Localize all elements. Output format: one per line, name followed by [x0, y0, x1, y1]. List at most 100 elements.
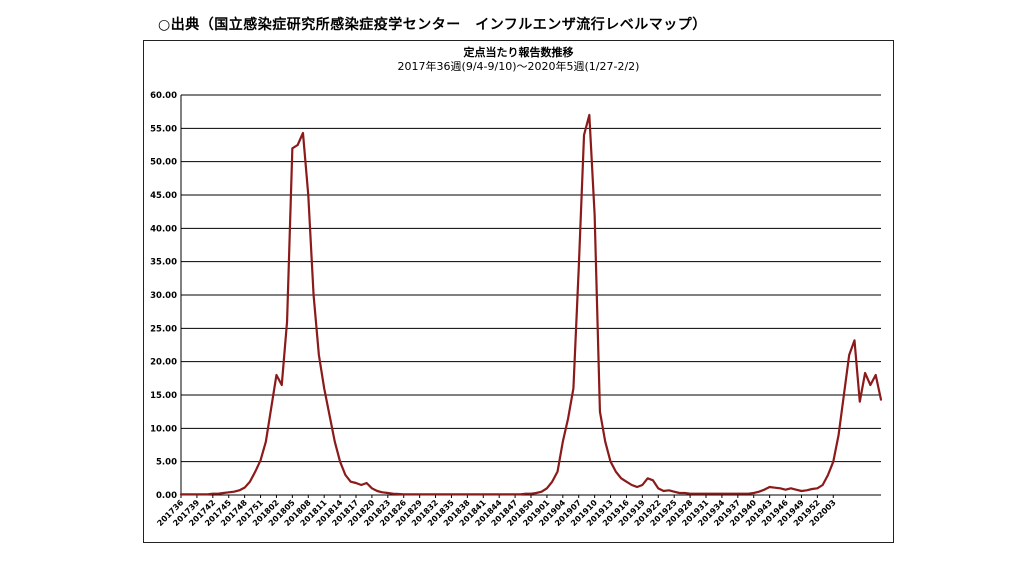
data-point — [853, 339, 855, 341]
data-point — [201, 493, 203, 495]
data-point — [620, 477, 622, 479]
data-point — [286, 321, 288, 323]
data-point — [424, 493, 426, 495]
data-point — [233, 491, 235, 493]
data-point — [657, 487, 659, 489]
data-point — [445, 493, 447, 495]
data-point — [880, 399, 882, 401]
y-tick-label: 15.00 — [150, 391, 177, 401]
data-point — [700, 493, 702, 495]
data-point — [498, 493, 500, 495]
data-point — [228, 491, 230, 493]
data-point — [318, 354, 320, 356]
y-tick-label: 20.00 — [150, 358, 177, 368]
data-point — [366, 482, 368, 484]
source-caption: ○出典（国立感染症研究所感染症疫学センター インフルエンザ流行レベルマップ） — [158, 17, 707, 33]
data-point — [732, 493, 734, 495]
data-point — [694, 493, 696, 495]
y-tick-label: 35.00 — [150, 258, 177, 268]
data-point — [376, 490, 378, 492]
data-point — [541, 491, 543, 493]
y-tick-label: 25.00 — [150, 324, 177, 334]
series-line — [179, 113, 883, 496]
y-tick-label: 10.00 — [150, 424, 177, 434]
data-point — [456, 493, 458, 495]
data-point — [578, 267, 580, 269]
data-point — [758, 491, 760, 493]
data-point — [530, 493, 532, 495]
data-point — [291, 147, 293, 149]
data-point — [652, 479, 654, 481]
data-point — [673, 491, 675, 493]
data-point — [328, 414, 330, 416]
data-point — [323, 387, 325, 389]
series-layer — [179, 113, 883, 496]
data-point — [811, 488, 813, 490]
data-point — [737, 493, 739, 495]
data-point — [588, 114, 590, 116]
data-point — [419, 493, 421, 495]
data-point — [275, 374, 277, 376]
data-point — [774, 487, 776, 489]
data-point — [615, 471, 617, 473]
data-point — [212, 493, 214, 495]
data-point — [270, 407, 272, 409]
data-point — [678, 492, 680, 494]
data-point — [551, 481, 553, 483]
data-point — [382, 491, 384, 493]
data-point — [641, 484, 643, 486]
data-point — [800, 490, 802, 492]
data-point — [397, 493, 399, 495]
data-point — [779, 487, 781, 489]
data-point — [864, 372, 866, 374]
data-point — [254, 471, 256, 473]
data-point — [832, 461, 834, 463]
x-axis-ticks: 2017362017392017422017452017482017512018… — [155, 495, 838, 528]
data-point — [647, 477, 649, 479]
data-point — [238, 489, 240, 491]
data-point — [450, 493, 452, 495]
data-point — [185, 493, 187, 495]
y-axis-ticks: 0.00 5.00 10.00 15.00 20.00 25.00 30.00 35.00 40… — [150, 91, 177, 501]
data-point — [360, 484, 362, 486]
data-point — [281, 384, 283, 386]
data-point — [806, 489, 808, 491]
data-point — [222, 492, 224, 494]
data-point — [684, 492, 686, 494]
data-point — [429, 493, 431, 495]
data-point — [440, 493, 442, 495]
data-point — [790, 487, 792, 489]
data-point — [562, 441, 564, 443]
data-point — [461, 493, 463, 495]
data-point — [583, 134, 585, 136]
data-point — [753, 492, 755, 494]
data-point — [636, 486, 638, 488]
data-point — [763, 489, 765, 491]
data-point — [668, 489, 670, 491]
data-point — [631, 484, 633, 486]
data-point — [466, 493, 468, 495]
data-point — [567, 417, 569, 419]
data-point — [663, 490, 665, 492]
y-tick-label: 40.00 — [150, 224, 177, 234]
chart-title: 定点当たり報告数推移 — [463, 46, 574, 59]
data-point — [843, 394, 845, 396]
data-point — [313, 294, 315, 296]
data-point — [848, 354, 850, 356]
data-point — [297, 144, 299, 146]
data-point — [435, 493, 437, 495]
data-point — [217, 493, 219, 495]
data-point — [493, 493, 495, 495]
data-point — [625, 481, 627, 483]
data-point — [572, 387, 574, 389]
data-point — [689, 493, 691, 495]
data-point — [721, 493, 723, 495]
chart-frame — [143, 40, 894, 543]
data-point — [503, 493, 505, 495]
data-point — [822, 484, 824, 486]
data-point — [557, 471, 559, 473]
data-point — [207, 493, 209, 495]
data-point — [403, 493, 405, 495]
data-point — [355, 482, 357, 484]
